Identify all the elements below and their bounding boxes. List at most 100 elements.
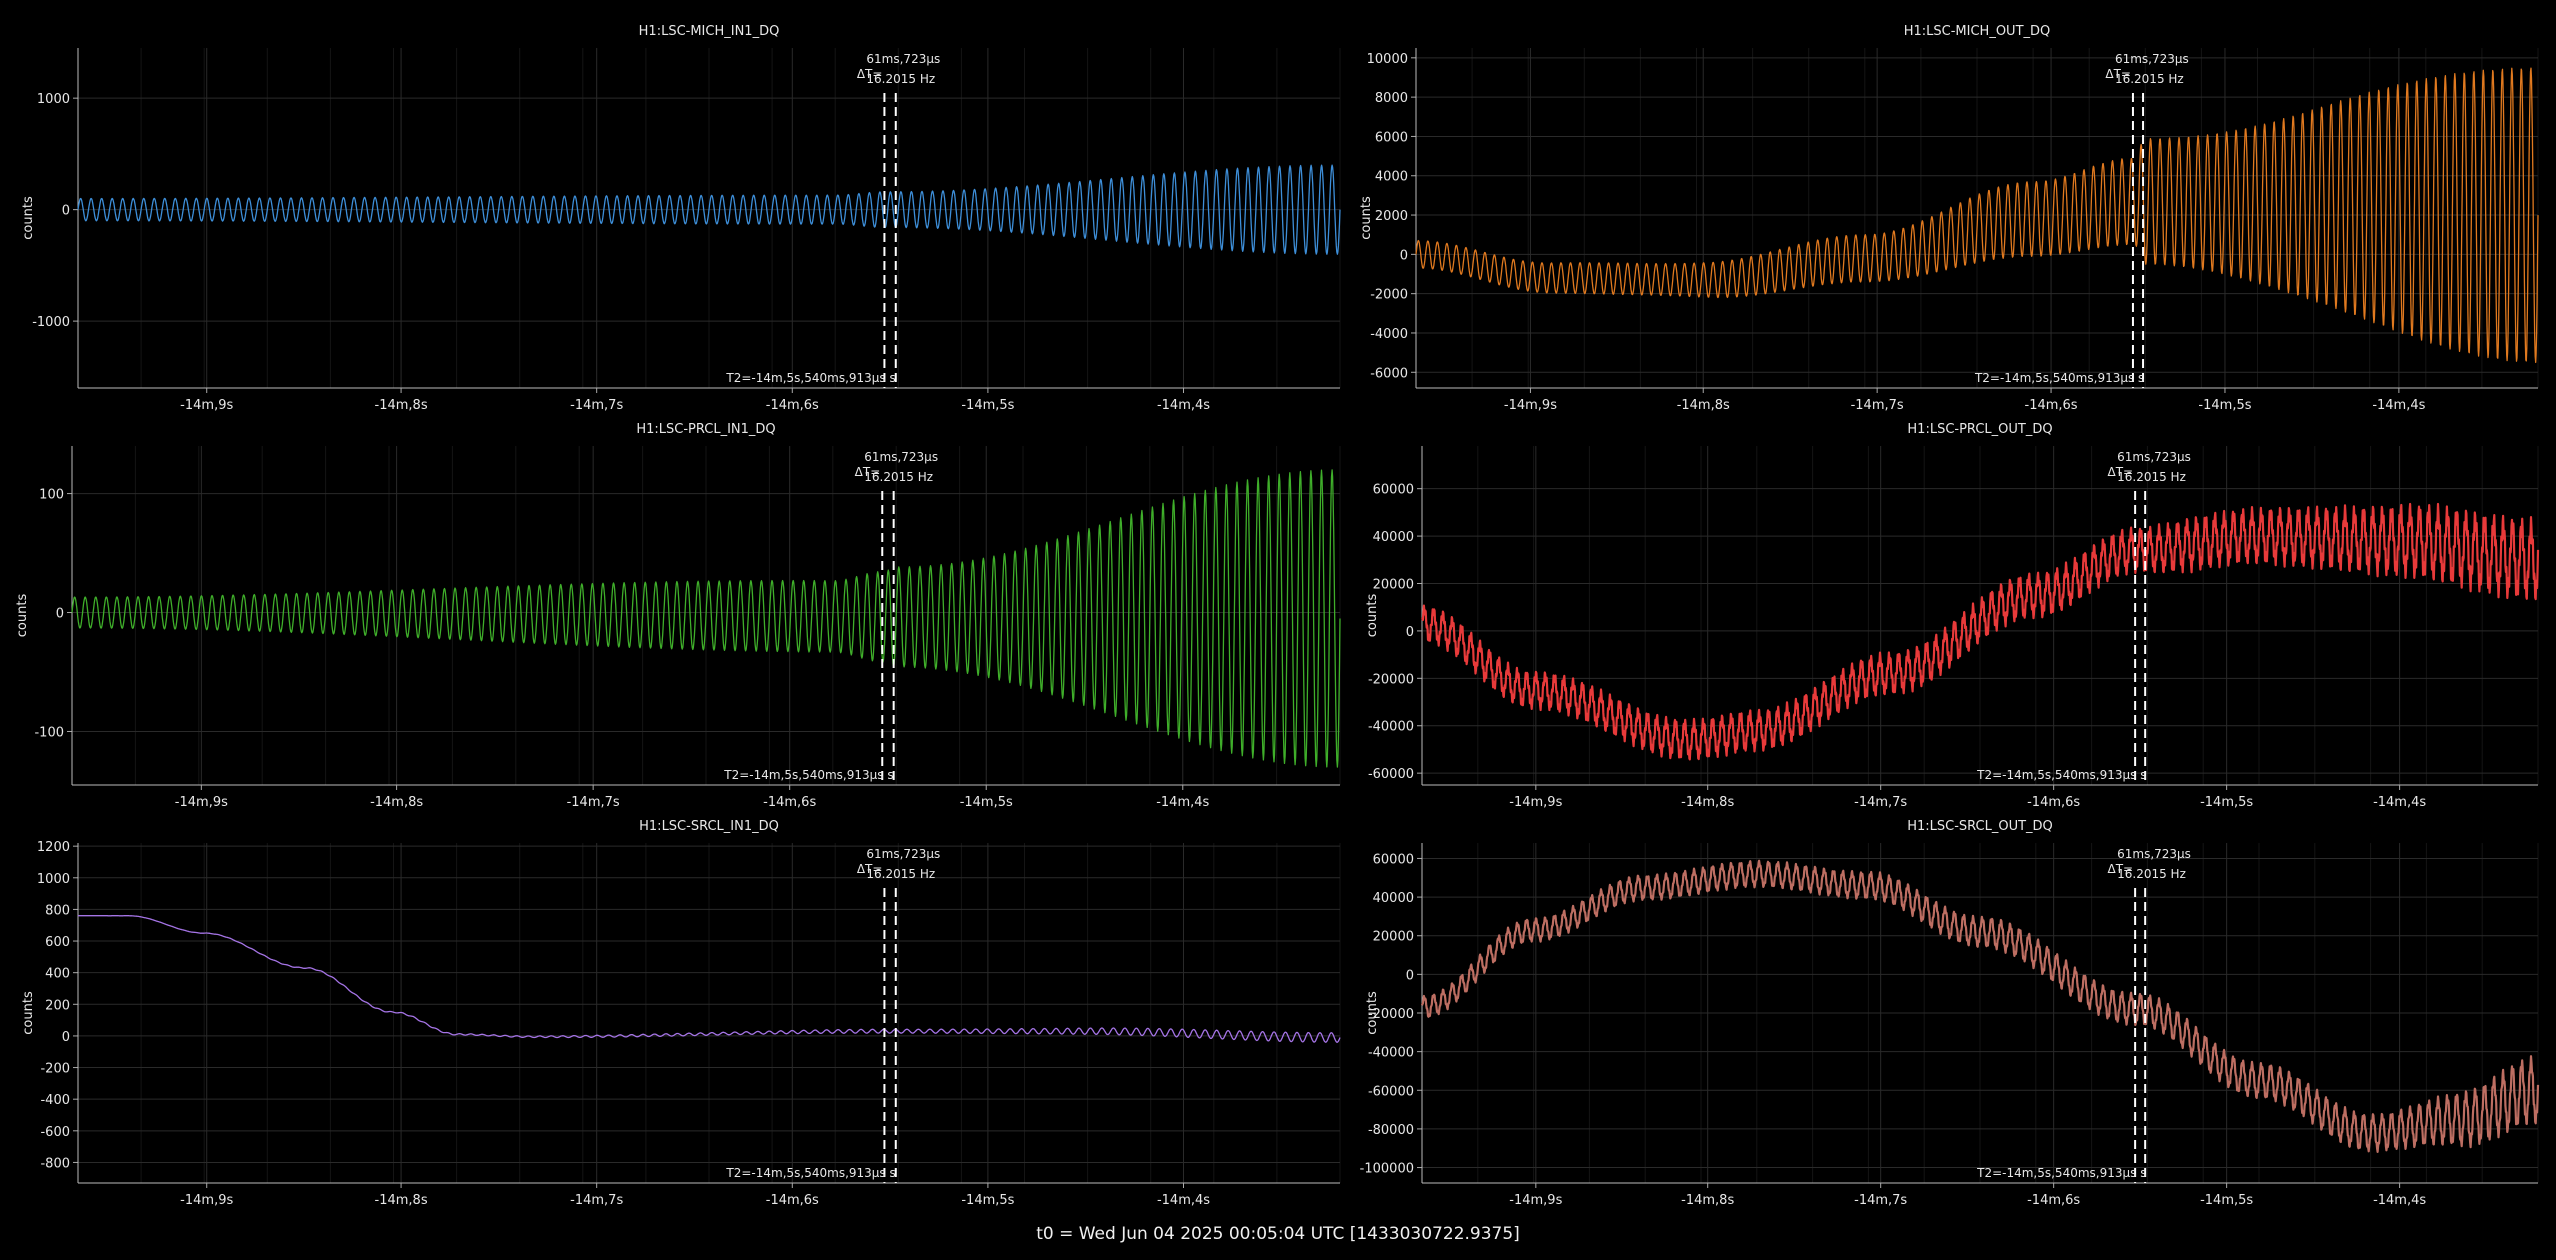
y-tick-label: 60000 [1373, 483, 1414, 498]
x-tick-label: -14m,6s [2025, 398, 2078, 413]
x-tick-label: -14m,8s [375, 398, 428, 413]
plot-panel: 60000 40000 20000 0 -20000 -40000 -60000 -80000… [1360, 819, 2540, 1208]
y-tick-label: 0 [1406, 625, 1414, 640]
delta-t-value: 61ms,723μs [2115, 52, 2189, 66]
t2-cursor-label: T2=-14m,5s,540ms,913μs s [723, 768, 893, 782]
y-tick-label: -100000 [1360, 1162, 1414, 1177]
x-tick-label: -14m,4s [1156, 795, 1209, 810]
x-tick-label: -14m,4s [1157, 1193, 1210, 1208]
series-line [1421, 502, 2540, 761]
x-tick-label: -14m,9s [180, 398, 233, 413]
delta-frequency: 16.2015 Hz [864, 470, 933, 484]
t2-cursor-label: T2=-14m,5s,540ms,913μs s [1976, 768, 2146, 782]
delta-t-label: ΔT= [2105, 67, 2131, 81]
y-tick-label: -4000 [1370, 327, 1408, 342]
x-tick-label: -14m,5s [961, 1193, 1014, 1208]
y-tick-label: -200 [40, 1062, 70, 1077]
delta-t-label: ΔT= [857, 67, 883, 81]
chart-title: H1:LSC-MICH_OUT_DQ [1904, 24, 2051, 39]
x-tick-label: -14m,7s [570, 398, 623, 413]
y-tick-label: -100 [34, 725, 64, 740]
plot-panel: 1200 1000 800 600 400 200 0 -200 -400 -600 -800 -14… [21, 819, 1341, 1208]
x-tick-label: -14m,5s [2198, 398, 2251, 413]
y-tick-label: -40000 [1368, 720, 1414, 735]
delta-t-label: ΔT= [2108, 862, 2134, 876]
x-tick-label: -14m,7s [1851, 398, 1904, 413]
x-tick-label: -14m,8s [1681, 795, 1734, 810]
y-tick-label: 600 [45, 935, 70, 950]
y-tick-label: -400 [40, 1093, 70, 1108]
y-tick-label: -40000 [1368, 1046, 1414, 1061]
delta-t-value: 61ms,723μs [866, 52, 940, 66]
x-tick-label: -14m,5s [960, 795, 1013, 810]
delta-t-value: 61ms,723μs [866, 847, 940, 861]
y-axis-label: counts [1359, 196, 1374, 240]
y-axis-label: counts [15, 594, 30, 638]
x-tick-label: -14m,4s [2373, 1193, 2426, 1208]
y-tick-label: 1000 [37, 872, 70, 887]
y-tick-label: -6000 [1370, 366, 1408, 381]
x-tick-label: -14m,5s [961, 398, 1014, 413]
x-tick-label: -14m,9s [180, 1193, 233, 1208]
chart-title: H1:LSC-PRCL_IN1_DQ [636, 422, 775, 437]
x-tick-label: -14m,9s [175, 795, 228, 810]
delta-frequency: 16.2015 Hz [2117, 470, 2186, 484]
y-tick-label: -80000 [1368, 1123, 1414, 1138]
x-tick-label: -14m,6s [763, 795, 816, 810]
y-tick-label: 10000 [1367, 52, 1408, 67]
y-tick-label: -1000 [32, 315, 70, 330]
t0-footer: t0 = Wed Jun 04 2025 00:05:04 UTC [14330… [1036, 1224, 1520, 1244]
delta-frequency: 16.2015 Hz [2117, 867, 2186, 881]
plot-panel: 1000 0 -1000 -14m,9s -14m,8s -14m,7s -14m,6s -1… [21, 24, 1341, 413]
y-tick-label: 200 [45, 998, 70, 1013]
x-tick-label: -14m,8s [1677, 398, 1730, 413]
x-tick-label: -14m,6s [766, 1193, 819, 1208]
y-tick-label: 4000 [1375, 170, 1408, 185]
y-tick-label: 0 [1406, 968, 1414, 983]
y-tick-label: 400 [45, 967, 70, 982]
x-tick-label: -14m,7s [567, 795, 620, 810]
delta-t-label: ΔT= [2108, 465, 2134, 479]
y-tick-label: 8000 [1375, 91, 1408, 106]
t2-cursor-label: T2=-14m,5s,540ms,913μs s [725, 371, 895, 385]
series-line [71, 469, 1341, 768]
y-tick-label: 0 [1400, 248, 1408, 263]
y-tick-label: -2000 [1370, 288, 1408, 303]
chart-title: H1:LSC-MICH_IN1_DQ [639, 24, 780, 39]
y-tick-label: 100 [39, 488, 64, 503]
y-tick-label: 800 [45, 903, 70, 918]
series-line [77, 915, 1341, 1043]
y-axis-label: counts [21, 991, 36, 1035]
y-tick-label: 40000 [1373, 530, 1414, 545]
y-axis-label: counts [1365, 991, 1380, 1035]
chart-title: H1:LSC-PRCL_OUT_DQ [1907, 422, 2052, 437]
y-tick-label: 6000 [1375, 130, 1408, 145]
y-tick-label: -60000 [1368, 1084, 1414, 1099]
delta-t-value: 61ms,723μs [864, 450, 938, 464]
x-tick-label: -14m,6s [2027, 1193, 2080, 1208]
chart-title: H1:LSC-SRCL_OUT_DQ [1907, 819, 2053, 834]
x-tick-label: -14m,8s [370, 795, 423, 810]
delta-frequency: 16.2015 Hz [2115, 72, 2184, 86]
y-tick-label: 1000 [37, 92, 70, 107]
delta-t-value: 61ms,723μs [2117, 847, 2191, 861]
x-tick-label: -14m,9s [1509, 1193, 1562, 1208]
x-tick-label: -14m,6s [766, 398, 819, 413]
chart-title: H1:LSC-SRCL_IN1_DQ [639, 819, 779, 834]
delta-t-label: ΔT= [857, 862, 883, 876]
t2-cursor-label: T2=-14m,5s,540ms,913μs s [1976, 1166, 2146, 1180]
y-tick-label: 60000 [1373, 852, 1414, 867]
t2-cursor-label: T2=-14m,5s,540ms,913μs s [1974, 371, 2144, 385]
x-tick-label: -14m,4s [2372, 398, 2425, 413]
series-line [1415, 67, 2539, 364]
t2-cursor-label: T2=-14m,5s,540ms,913μs s [725, 1166, 895, 1180]
x-tick-label: -14m,9s [1509, 795, 1562, 810]
series-line [77, 164, 1341, 255]
y-tick-label: 2000 [1375, 209, 1408, 224]
x-tick-label: -14m,5s [2200, 1193, 2253, 1208]
y-tick-label: -20000 [1368, 672, 1414, 687]
y-tick-label: 0 [62, 1030, 70, 1045]
y-tick-label: 40000 [1373, 891, 1414, 906]
plot-panel: 60000 40000 20000 0 -20000 -40000 -60000 -14m,9… [1365, 422, 2540, 810]
